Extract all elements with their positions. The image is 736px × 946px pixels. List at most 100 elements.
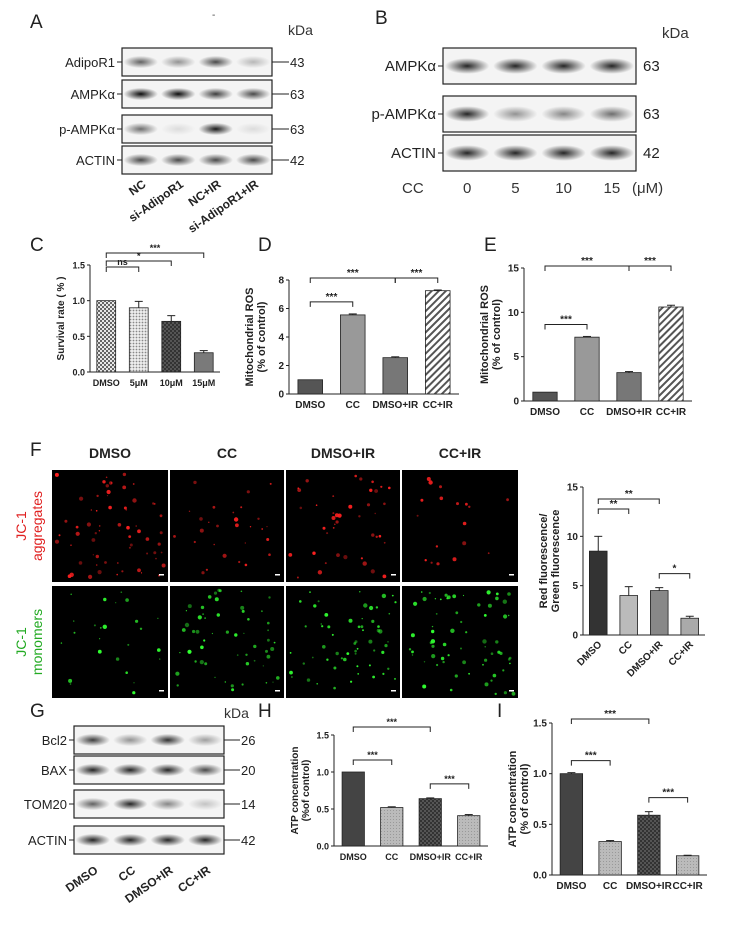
micro-fluorescence-spot: [214, 597, 219, 602]
micro-fluorescence-spot: [70, 593, 72, 596]
micro-fluorescence-spot: [455, 611, 459, 615]
micro-fluorescence-spot: [240, 590, 243, 593]
micro-fluorescence-spot: [204, 617, 206, 619]
micro-fluorescence-spot: [434, 598, 437, 600]
micro-fluorescence-spot: [490, 679, 493, 682]
micro-fluorescence-spot: [356, 665, 359, 668]
micro-row-label-line2: aggregates: [29, 491, 45, 561]
significance-label: ***: [386, 717, 397, 727]
micro-fluorescence-spot: [506, 498, 509, 502]
micro-fluorescence-spot: [200, 605, 205, 610]
micro-fluorescence-spot: [354, 652, 357, 655]
x-category-label: DMSO+IR: [372, 400, 419, 411]
micro-fluorescence-spot: [176, 684, 179, 687]
micro-fluorescence-spot: [322, 526, 326, 530]
x-category-label: CC+IR: [672, 881, 703, 892]
micro-fluorescence-spot: [54, 472, 59, 477]
micro-fluorescence-spot: [73, 620, 75, 622]
micro-fluorescence-spot: [99, 627, 102, 629]
significance-bracket: [648, 797, 689, 803]
bar: [574, 336, 600, 402]
micro-fluorescence-spot: [426, 477, 431, 481]
y-tick-label: 0.0: [533, 871, 547, 882]
blot-band: [75, 763, 110, 777]
x-category-label: DMSO: [575, 639, 604, 668]
micro-fluorescence-spot: [58, 534, 61, 537]
blot-band: [444, 58, 490, 74]
micro-fluorescence-spot: [193, 540, 196, 544]
micro-fluorescence-spot: [388, 612, 391, 615]
micro-fluorescence-spot: [241, 683, 244, 686]
micro-fluorescence-spot: [217, 588, 221, 592]
blot-band: [444, 145, 490, 161]
micro-fluorescence-spot: [157, 542, 161, 546]
micro-fluorescence-spot: [230, 684, 234, 688]
x-category-label: CC+IR: [455, 852, 483, 862]
blot-band: [75, 833, 110, 847]
micro-row-label-line1: JC-1: [13, 511, 29, 541]
micro-fluorescence-spot: [495, 596, 499, 601]
blot-lane-label: DMSO: [63, 863, 101, 895]
y-tick-label: 1.0: [316, 768, 329, 778]
bar: [637, 814, 661, 876]
micro-fluorescence-spot: [508, 656, 512, 660]
micro-fluorescence-spot: [235, 523, 239, 528]
significance-bracket: [105, 252, 205, 258]
micro-fluorescence-spot: [123, 506, 127, 510]
significance-label: ***: [585, 751, 597, 762]
micro-fluorescence-spot: [509, 662, 511, 665]
significance-bracket: [544, 323, 588, 330]
y-tick-label: 5: [513, 352, 519, 363]
micro-fluorescence-spot: [348, 504, 353, 509]
micro-scale-bar: [159, 574, 164, 576]
micro-fluorescence-spot: [88, 574, 93, 580]
micro-image-panel: [52, 470, 168, 582]
micro-fluorescence-spot: [408, 648, 412, 651]
y-axis-label: ATP concentration(%of control): [290, 747, 312, 835]
significance-bracket: [105, 266, 140, 272]
micro-scale-bar: [509, 574, 514, 576]
y-tick-label: 6: [278, 304, 284, 315]
micro-fluorescence-spot: [333, 686, 336, 690]
blot-band: [493, 58, 538, 74]
blot-kda-value: 42: [241, 833, 255, 848]
y-tick-label: 0.5: [533, 820, 547, 831]
micro-fluorescence-spot: [322, 645, 326, 649]
micro-fluorescence-spot: [257, 517, 260, 520]
micro-fluorescence-spot: [456, 502, 459, 506]
micro-fluorescence-spot: [312, 551, 316, 555]
micro-fluorescence-spot: [452, 557, 457, 562]
micro-fluorescence-spot: [449, 688, 453, 692]
micro-fluorescence-spot: [128, 535, 132, 538]
micro-fluorescence-spot: [116, 573, 118, 576]
micro-fluorescence-spot: [382, 672, 385, 676]
micro-fluorescence-spot: [199, 660, 204, 665]
micro-fluorescence-spot: [320, 623, 322, 625]
significance-bracket: [597, 508, 630, 514]
micro-fluorescence-spot: [422, 596, 427, 602]
bar: [96, 300, 117, 373]
blot-row-label: AMPKα: [385, 58, 437, 75]
micro-fluorescence-spot: [243, 632, 245, 635]
micro-fluorescence-spot: [288, 553, 293, 557]
micro-fluorescence-spot: [208, 521, 210, 523]
x-category-label: DMSO: [93, 378, 120, 388]
y-tick-label: 4: [278, 333, 284, 344]
micro-fluorescence-spot: [240, 506, 243, 509]
micro-fluorescence-spot: [346, 652, 350, 655]
blot-kda-value: 63: [643, 58, 660, 75]
micro-fluorescence-spot: [241, 609, 245, 613]
chart-d: 0 2 4 6 8 Mitochondrial ROS(% of control) DMSO…: [244, 268, 459, 411]
micro-fluorescence-spot: [211, 632, 213, 635]
micro-fluorescence-spot: [78, 561, 83, 565]
bar: [559, 773, 584, 876]
bar: [418, 798, 442, 847]
micro-fluorescence-spot: [224, 681, 226, 683]
micro-fluorescence-spot: [272, 681, 274, 683]
micro-fluorescence-spot: [246, 490, 250, 494]
micro-fluorescence-spot: [371, 619, 375, 624]
blot-band: [188, 763, 223, 777]
blot-band: [113, 797, 148, 811]
blot-band: [113, 833, 148, 847]
